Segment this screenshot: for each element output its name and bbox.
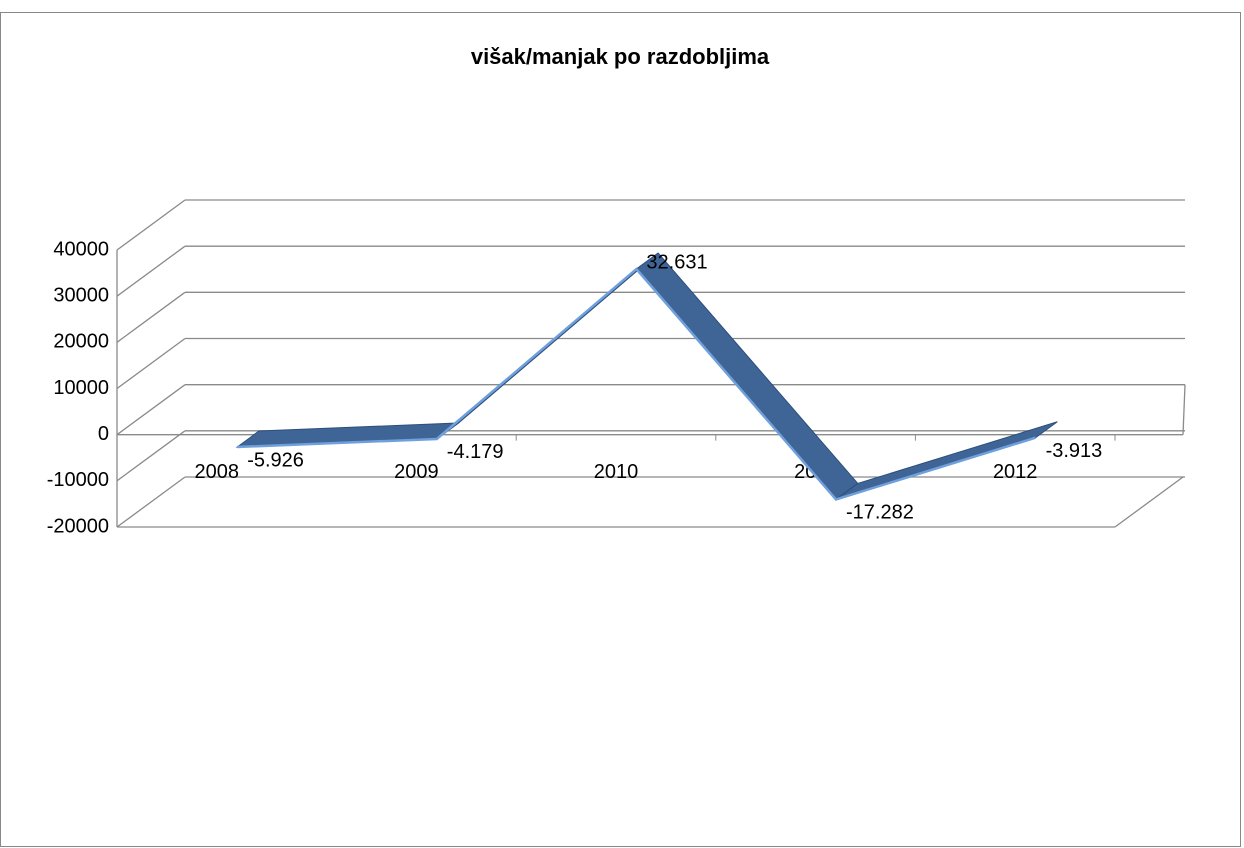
y-tick-label: 20000 (53, 331, 109, 353)
line (237, 267, 1036, 501)
data-label: -3.913 (1046, 440, 1103, 462)
wall-grid-line (116, 476, 186, 528)
x-tick-label: 2008 (195, 461, 240, 483)
wall-grid-line (116, 245, 186, 297)
zero-plane-right (1182, 384, 1186, 435)
data-label: -5.926 (247, 449, 304, 471)
y-tick-label: 0 (98, 423, 109, 445)
data-label: -4.179 (447, 441, 504, 463)
y-tick-label: 30000 (53, 284, 109, 306)
y-tick-label: -10000 (47, 469, 109, 491)
wall-grid-line (116, 430, 186, 482)
x-tick-label: 2012 (993, 461, 1038, 483)
y-tick-label: 40000 (53, 238, 109, 260)
wall-grid-line (116, 199, 186, 251)
wall-grid-line (116, 384, 186, 436)
data-label: -17.282 (846, 502, 914, 524)
x-tick-label: 2010 (594, 461, 639, 483)
data-label: 32.631 (646, 251, 707, 273)
x-tick-label: 2009 (394, 461, 439, 483)
chart-frame (0, 12, 1241, 847)
wall-grid-line (116, 337, 186, 390)
wall-grid-line (116, 291, 186, 343)
chart-title: višak/manjak po razdobljima (471, 44, 770, 69)
y-tick-label: 10000 (53, 377, 109, 399)
floor-right (1114, 476, 1184, 528)
y-tick-label: -20000 (47, 515, 109, 537)
